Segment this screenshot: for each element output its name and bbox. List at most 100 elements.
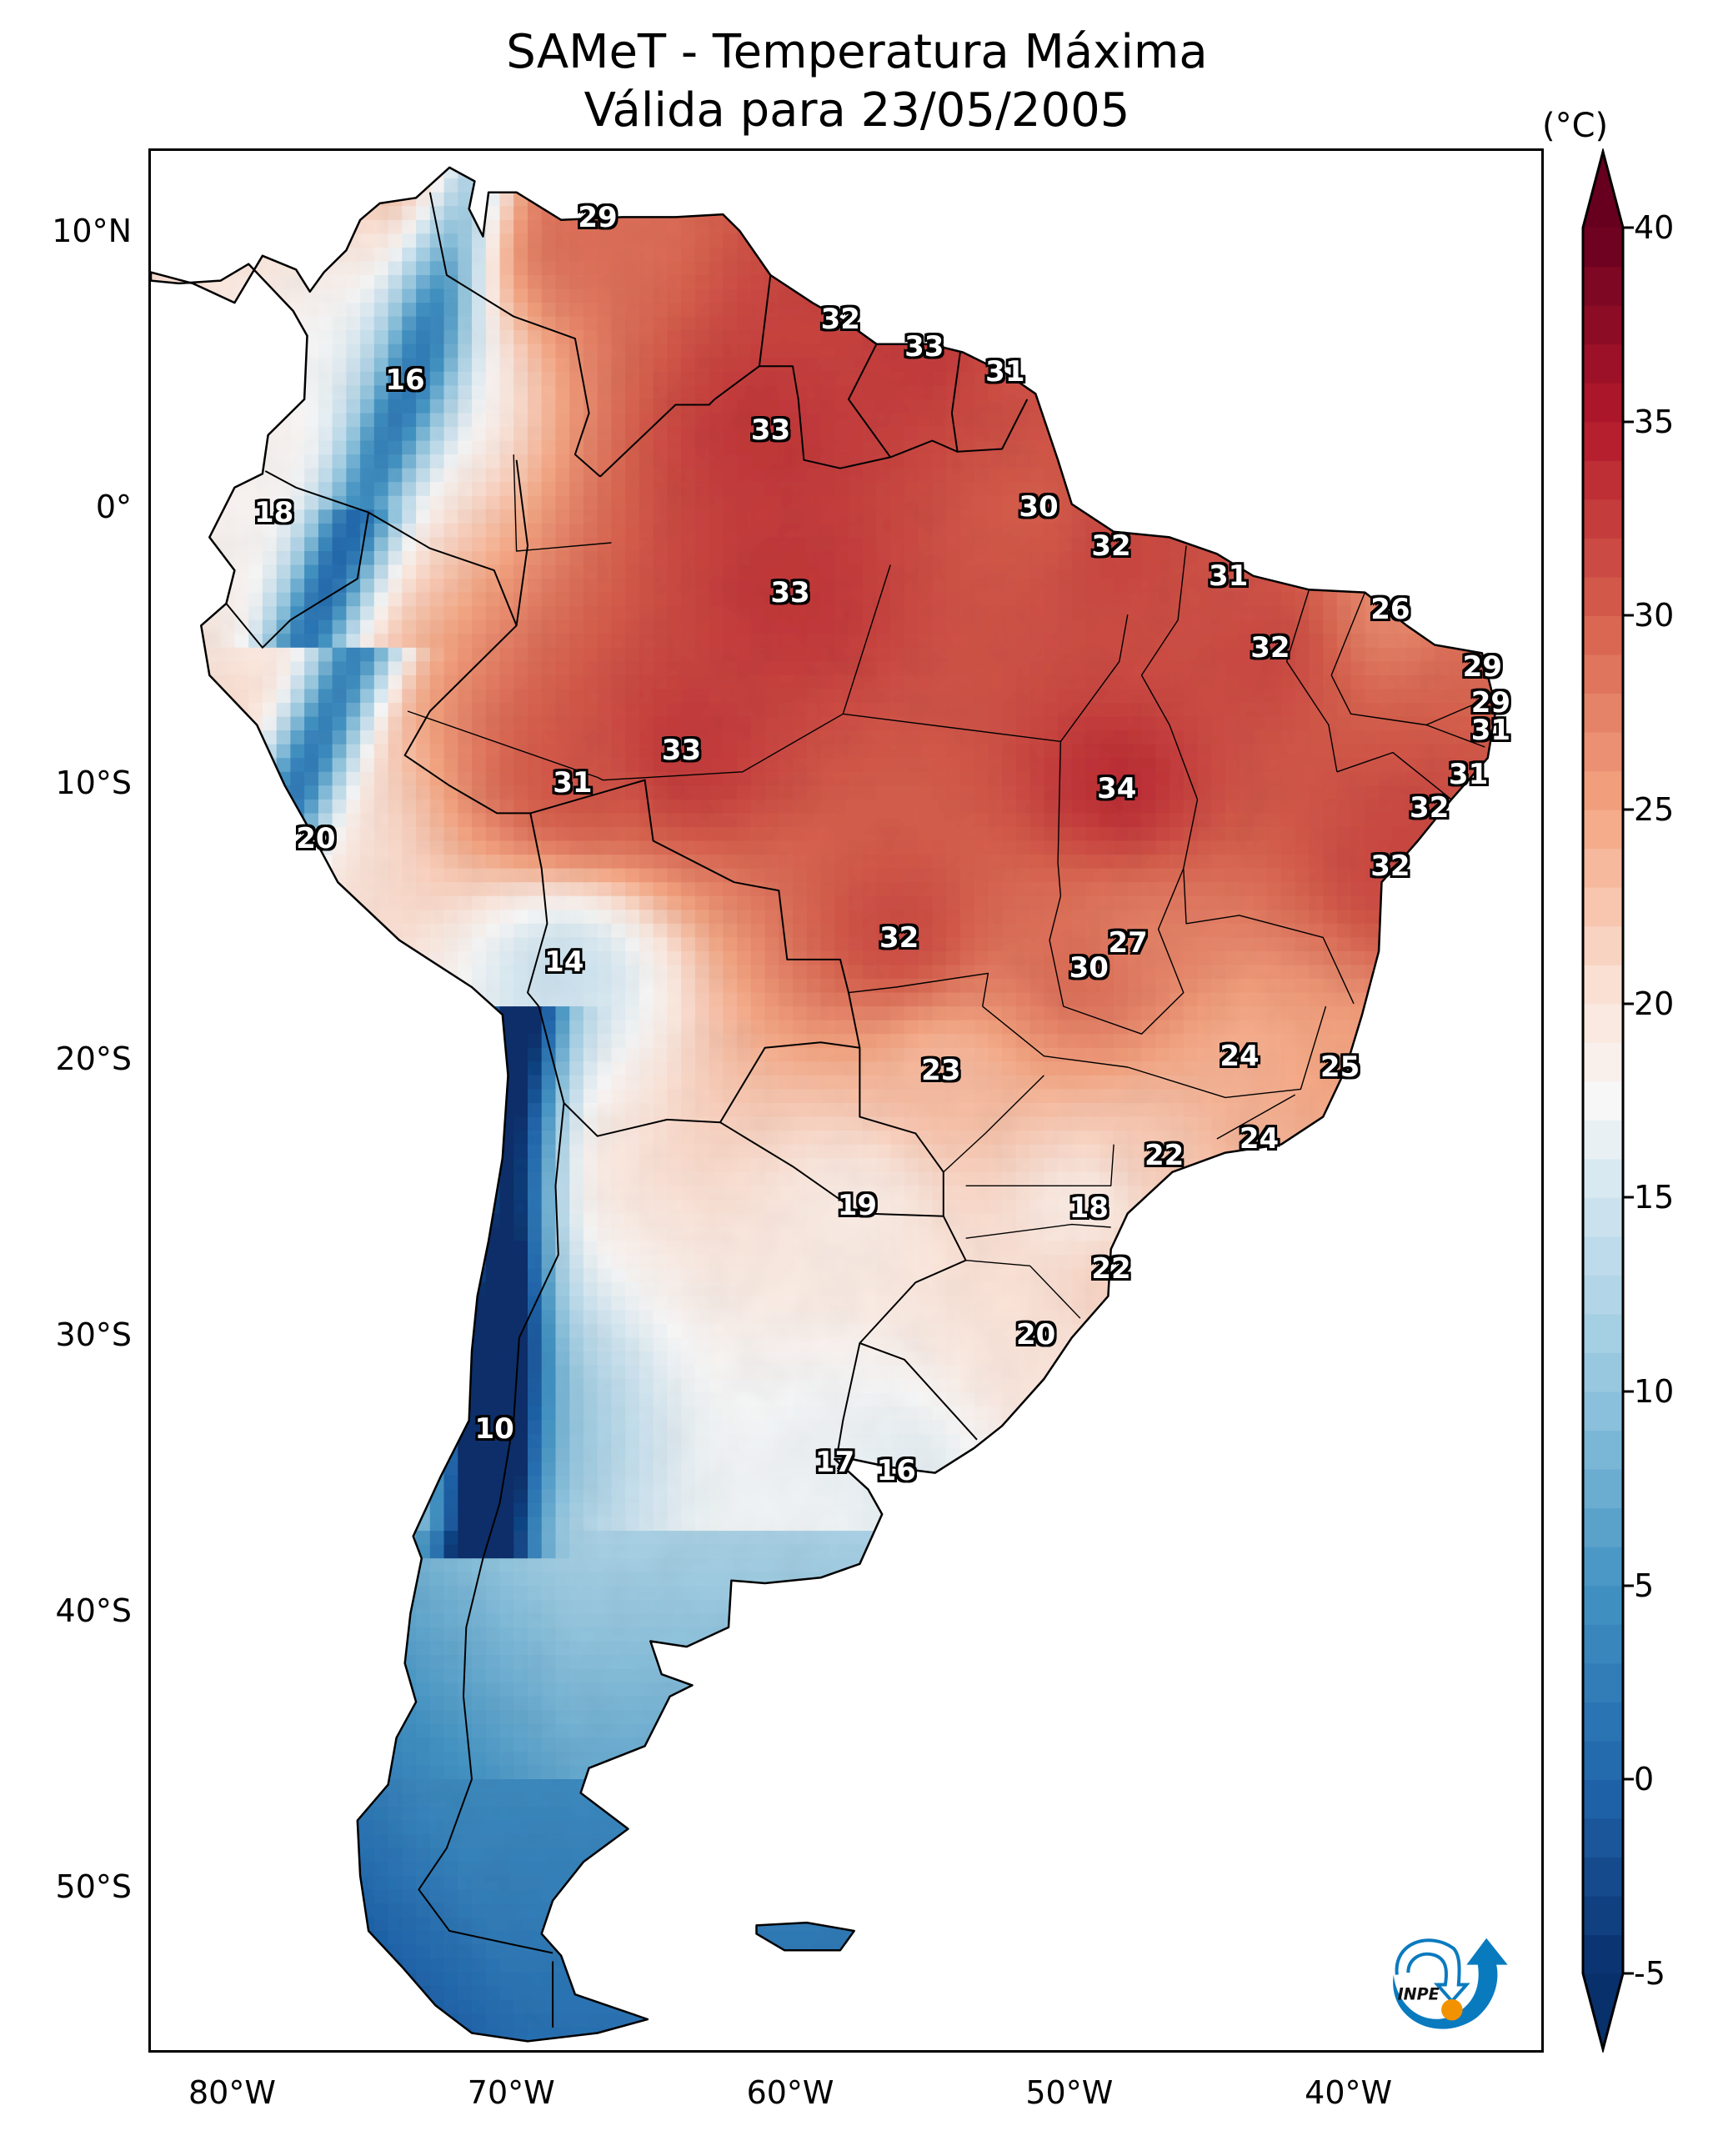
heatmap-cell xyxy=(639,316,654,331)
heatmap-cell xyxy=(1336,247,1352,263)
heatmap-cell xyxy=(1141,482,1156,497)
heatmap-cell xyxy=(360,771,375,787)
heatmap-cell xyxy=(1141,413,1156,428)
heatmap-cell xyxy=(1336,371,1352,387)
heatmap-cell xyxy=(402,371,417,387)
heatmap-cell xyxy=(360,716,375,731)
heatmap-cell xyxy=(1309,371,1324,387)
heatmap-cell xyxy=(555,689,570,704)
heatmap-cell xyxy=(1323,634,1338,649)
heatmap-cell xyxy=(1072,151,1087,165)
heatmap-cell xyxy=(346,440,361,455)
heatmap-cell xyxy=(332,316,348,331)
heatmap-cell xyxy=(1170,247,1185,263)
heatmap-cell xyxy=(1197,316,1212,331)
heatmap-cell xyxy=(890,167,905,179)
heatmap-cell xyxy=(220,371,236,387)
heatmap-cell xyxy=(304,219,319,235)
heatmap-cell xyxy=(876,261,891,276)
heatmap-cell xyxy=(164,167,180,179)
heatmap-cell xyxy=(248,167,263,179)
heatmap-cell xyxy=(207,440,222,455)
heatmap-cell xyxy=(1505,813,1520,827)
heatmap-cell xyxy=(1058,178,1073,193)
heatmap-cell xyxy=(513,689,528,704)
heatmap-cell xyxy=(959,785,975,800)
heatmap-cell xyxy=(513,827,528,842)
heatmap-cell xyxy=(1127,167,1143,179)
heatmap-cell xyxy=(1392,799,1408,815)
heatmap-cell xyxy=(959,482,975,497)
heatmap-cell xyxy=(1490,343,1496,359)
heatmap-cell xyxy=(862,247,878,263)
heatmap-cell xyxy=(1490,619,1496,635)
heatmap-cell xyxy=(1462,288,1478,303)
heatmap-cell xyxy=(429,551,445,566)
heatmap-cell xyxy=(416,813,431,828)
heatmap-cell xyxy=(681,537,696,552)
heatmap-cell xyxy=(1099,371,1114,387)
heatmap-cell xyxy=(193,358,208,373)
heatmap-cell xyxy=(373,495,389,511)
heatmap-cell xyxy=(849,619,864,635)
heatmap-cell xyxy=(248,178,263,193)
heatmap-cell xyxy=(1099,674,1114,690)
heatmap-cell xyxy=(541,358,557,373)
heatmap-cell xyxy=(918,564,934,579)
heatmap-cell xyxy=(485,482,501,497)
heatmap-cell xyxy=(1170,288,1185,303)
heatmap-cell xyxy=(876,219,891,235)
heatmap-cell xyxy=(1280,330,1296,345)
heatmap-cell xyxy=(737,454,752,469)
heatmap-cell xyxy=(1392,647,1408,663)
heatmap-cell xyxy=(332,634,348,649)
heatmap-cell xyxy=(555,482,570,497)
heatmap-cell xyxy=(779,482,794,497)
heatmap-cell xyxy=(1058,716,1073,731)
heatmap-cell xyxy=(1420,509,1435,524)
heatmap-cell xyxy=(360,261,375,276)
heatmap-cell xyxy=(806,413,822,428)
heatmap-cell xyxy=(1197,385,1212,400)
heatmap-cell xyxy=(1002,167,1017,179)
heatmap-cell xyxy=(1253,247,1268,263)
heatmap-cell xyxy=(959,233,975,248)
heatmap-cell xyxy=(932,799,947,815)
heatmap-cell xyxy=(1532,689,1541,704)
heatmap-cell xyxy=(458,523,473,539)
heatmap-cell xyxy=(1197,799,1212,815)
heatmap-cell xyxy=(262,619,278,635)
heatmap-cell xyxy=(723,303,738,318)
heatmap-cell xyxy=(1462,399,1478,414)
heatmap-cell xyxy=(806,275,822,290)
heatmap-cell xyxy=(1085,343,1101,359)
heatmap-cell xyxy=(1211,233,1226,248)
heatmap-cell xyxy=(1336,233,1352,248)
heatmap-cell xyxy=(946,674,961,690)
heatmap-cell xyxy=(1002,482,1017,497)
heatmap-cell xyxy=(458,592,473,607)
heatmap-cell xyxy=(820,509,835,524)
heatmap-cell xyxy=(1406,799,1422,815)
heatmap-cell xyxy=(793,827,808,842)
heatmap-cell xyxy=(1392,219,1408,235)
heatmap-cell xyxy=(890,343,905,359)
heatmap-cell xyxy=(1253,316,1268,331)
heatmap-cell xyxy=(1505,509,1520,524)
heatmap-cell xyxy=(1505,303,1520,317)
heatmap-cell xyxy=(1267,523,1282,539)
heatmap-cell xyxy=(918,813,934,828)
heatmap-cell xyxy=(1532,414,1541,428)
heatmap-cell xyxy=(528,427,543,442)
heatmap-cell xyxy=(1141,371,1156,387)
heatmap-cell xyxy=(1029,564,1045,579)
heatmap-cell xyxy=(555,358,570,373)
heatmap-cell xyxy=(904,261,919,276)
heatmap-cell xyxy=(1350,206,1366,221)
heatmap-cell xyxy=(1435,537,1450,552)
heatmap-cell xyxy=(1029,233,1045,248)
heatmap-cell xyxy=(1295,454,1310,469)
heatmap-cell xyxy=(1044,167,1059,179)
heatmap-cell xyxy=(1406,303,1422,318)
heatmap-cell xyxy=(988,371,1003,387)
